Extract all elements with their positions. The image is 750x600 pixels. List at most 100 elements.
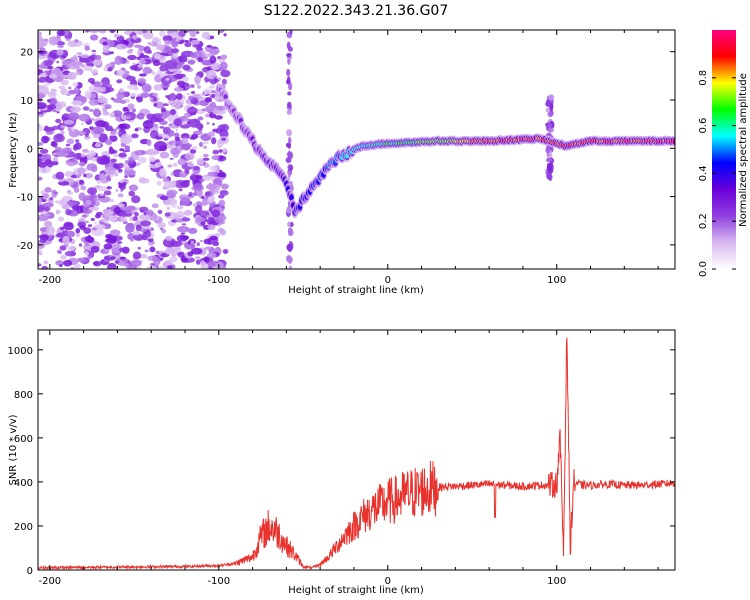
heatmap-blob — [170, 109, 176, 116]
heatmap-blob — [103, 190, 112, 196]
heatmap-blob — [207, 261, 217, 267]
heatmap-blob — [78, 192, 86, 201]
heatmap-blob — [38, 113, 45, 118]
snr-frame — [37, 329, 676, 571]
heatmap-blob — [63, 119, 75, 125]
heatmap-blob — [87, 187, 98, 195]
heatmap-blob — [80, 185, 87, 191]
heatmap-blob — [119, 148, 125, 152]
heatmap-streak-cell — [287, 101, 292, 108]
heatmap-blob — [162, 35, 173, 42]
y-tick-label: 0 — [27, 566, 33, 577]
heatmap-blob — [118, 69, 125, 75]
heatmap-blob — [187, 227, 198, 234]
heatmap-blob — [179, 116, 188, 122]
heatmap-blob — [79, 179, 84, 185]
heatmap-blob — [199, 260, 206, 266]
heatmap-blob — [151, 241, 156, 245]
heatmap-blob — [192, 203, 197, 208]
heatmap-blob — [94, 55, 102, 60]
heatmap-blob — [83, 245, 92, 251]
heatmap-blob — [201, 196, 205, 200]
y-tick-label: -10 — [17, 193, 33, 204]
heatmap-blob — [139, 53, 145, 57]
heatmap-blob — [173, 73, 183, 80]
heatmap-blob — [118, 152, 127, 158]
heatmap-blob — [126, 30, 131, 33]
heatmap-blob — [159, 30, 166, 37]
heatmap-blob — [103, 243, 113, 250]
heatmap-blob — [104, 104, 112, 110]
heatmap-blob — [194, 204, 203, 214]
heatmap-blob — [124, 160, 130, 165]
heatmap-blob — [91, 227, 97, 231]
heatmap-blob — [207, 252, 217, 259]
heatmap-blob — [219, 190, 229, 196]
heatmap-blob — [51, 125, 61, 130]
heatmap-blob — [185, 86, 191, 89]
heatmap-blob — [49, 97, 58, 106]
heatmap-blob — [85, 199, 92, 206]
heatmap-blob — [151, 263, 155, 266]
heatmap-blob — [120, 115, 128, 120]
heatmap-blob — [61, 113, 71, 120]
heatmap-blob — [164, 260, 173, 266]
heatmap-blob — [182, 76, 189, 82]
heatmap-blob — [128, 190, 135, 197]
heatmap-blob — [182, 133, 188, 137]
heatmap-blob — [193, 166, 200, 171]
heatmap-blob — [90, 69, 98, 74]
heatmap-blob — [166, 265, 173, 269]
heatmap-blob — [90, 34, 99, 41]
y-tick-label: 400 — [14, 478, 33, 489]
heatmap-blob — [39, 148, 49, 154]
colorbar-tick-label: 0.8 — [698, 70, 709, 86]
heatmap-blob — [125, 222, 135, 233]
heatmap-blob — [90, 217, 95, 222]
heatmap-blob — [181, 121, 187, 126]
heatmap-blob — [143, 211, 147, 216]
heatmap-blob — [142, 119, 154, 129]
heatmap-blob — [167, 129, 175, 137]
heatmap-streak-cell — [549, 103, 554, 112]
heatmap-blob — [160, 62, 165, 66]
heatmap-blob — [172, 142, 176, 147]
heatmap-blob — [59, 57, 65, 60]
heatmap-blob — [132, 62, 136, 66]
heatmap-blob — [102, 111, 110, 116]
heatmap-blob — [60, 125, 65, 129]
heatmap-blob — [38, 92, 45, 99]
heatmap-blob — [211, 62, 218, 70]
heatmap-blob — [187, 59, 196, 65]
heatmap-blob — [90, 117, 95, 121]
heatmap-blob — [75, 66, 80, 69]
heatmap-blob — [115, 189, 119, 192]
heatmap-blob — [88, 150, 96, 157]
heatmap-blob — [56, 30, 65, 36]
heatmap-blob — [52, 156, 58, 162]
heatmap-blob — [93, 81, 102, 88]
heatmap-blob — [212, 123, 215, 126]
heatmap-blob — [38, 34, 43, 43]
heatmap-blob — [98, 133, 108, 143]
heatmap-blob — [143, 46, 151, 54]
heatmap-blob — [87, 255, 92, 260]
heatmap-blob — [160, 114, 168, 120]
heatmap-blob — [91, 49, 97, 53]
heatmap-blob — [44, 206, 50, 212]
heatmap-blob — [147, 238, 154, 243]
heatmap-streak-cell — [287, 46, 293, 52]
heatmap-blob — [153, 53, 162, 59]
heatmap-blob — [191, 173, 195, 176]
snr-x-ticks: -200 -100 0 100 — [38, 330, 659, 587]
heatmap-blob — [191, 247, 203, 255]
heatmap-blob — [165, 235, 173, 241]
heatmap-blob — [202, 141, 209, 145]
heatmap-blob — [164, 247, 175, 255]
heatmap-blob — [96, 179, 101, 184]
heatmap-streak-cell — [286, 256, 292, 263]
heatmap-blob — [71, 100, 83, 106]
heatmap-blob — [157, 222, 166, 229]
heatmap-blob — [195, 259, 201, 265]
heatmap-blob — [205, 52, 212, 58]
